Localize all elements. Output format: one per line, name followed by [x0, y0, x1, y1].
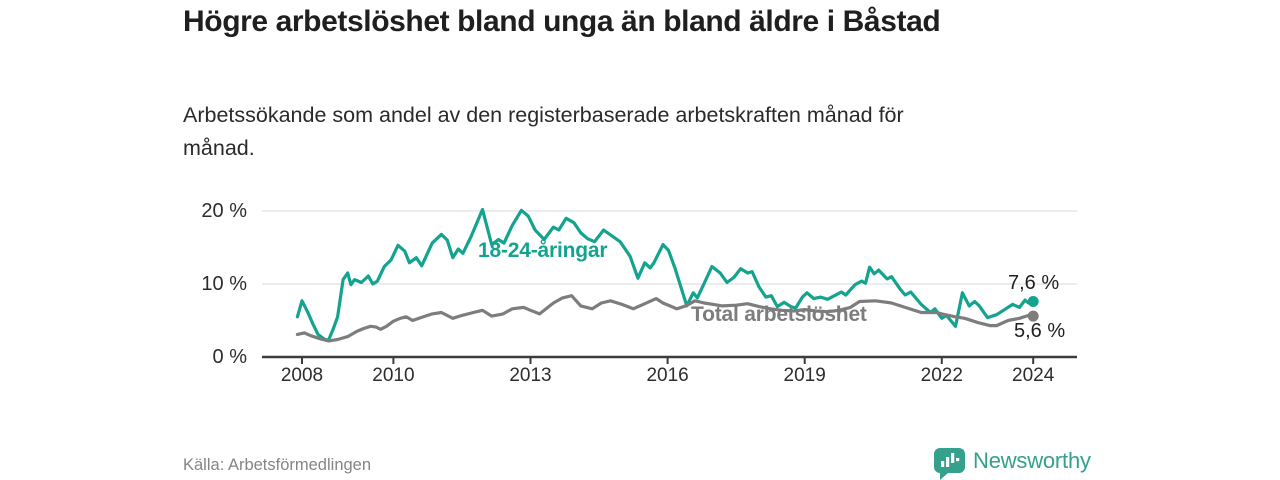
end-dot-series-1 [1027, 310, 1039, 322]
chart-title: Högre arbetslöshet bland unga än bland ä… [183, 5, 941, 38]
x-tick-label-2024: 2024 [1012, 365, 1055, 386]
y-tick-label-10: 10 % [201, 273, 247, 295]
x-tick-label-2016: 2016 [646, 365, 689, 386]
series-label-total: Total arbetslöshet [691, 303, 867, 326]
end-value-label-total: 5,6 % [1014, 320, 1066, 342]
x-tick-label-2013: 2013 [509, 365, 552, 386]
logo-text: Newsworthy [973, 448, 1091, 473]
y-tick-label-20: 20 % [201, 200, 247, 222]
plot-svg [262, 207, 1077, 364]
source-note: Källa: Arbetsförmedlingen [183, 456, 372, 474]
y-tick-label-0: 0 % [212, 346, 247, 368]
y-axis-labels: 20 % 10 % 0 % [167, 195, 247, 375]
plot-area [262, 195, 1077, 373]
x-tick-label-2022: 2022 [920, 365, 963, 386]
newsworthy-logo: Newsworthy [933, 447, 1103, 480]
x-axis-labels: 2008 2010 2013 2016 2019 2022 2024 [0, 364, 1280, 390]
chart-subtitle: Arbetssökande som andel av den registerb… [183, 103, 904, 160]
end-value-label-young: 7,6 % [1008, 272, 1060, 294]
x-tick-label-2008: 2008 [280, 365, 324, 386]
line-series-1 [295, 294, 1035, 343]
x-tick-label-2019: 2019 [783, 365, 826, 386]
end-dot-series-0 [1027, 296, 1039, 308]
x-tick-label-2010: 2010 [372, 365, 415, 386]
series-label-young: 18-24-åringar [478, 239, 608, 262]
bar-chart-badge-icon [934, 448, 965, 480]
line-series-0 [295, 207, 1035, 342]
